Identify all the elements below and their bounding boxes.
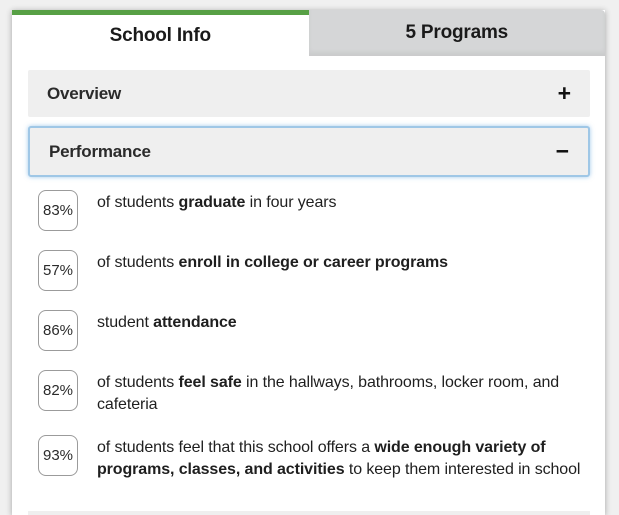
stat-text: student attendance	[97, 314, 237, 331]
collapse-icon[interactable]: −	[555, 138, 569, 164]
expand-icon[interactable]: +	[557, 80, 571, 106]
stat-row: 93% of students feel that this school off…	[38, 435, 590, 481]
tab-programs[interactable]: 5 Programs	[308, 10, 605, 56]
stat-value-badge: 82%	[38, 370, 78, 411]
accordion-header-overview[interactable]: Overview +	[28, 70, 590, 117]
next-section-peek	[28, 511, 590, 515]
accordion-label-performance: Performance	[49, 141, 151, 161]
stat-value-badge: 83%	[38, 190, 78, 231]
stat-row: 82% of students feel safe in the hallways…	[38, 370, 590, 416]
stat-row: 86% student attendance	[38, 310, 590, 351]
stat-text: of students enroll in college or career …	[97, 254, 448, 271]
stat-text: of students feel safe in the hallways, b…	[97, 374, 560, 413]
stat-value-badge: 86%	[38, 310, 78, 351]
accordion-header-performance[interactable]: Performance −	[28, 126, 590, 177]
stat-row: 57% of students enroll in college or care…	[38, 250, 590, 291]
tab-bar: School Info 5 Programs	[12, 10, 605, 56]
stat-value-badge: 93%	[38, 435, 78, 476]
stat-text: of students graduate in four years	[97, 194, 337, 211]
tab-content: Overview + Performance − 83% of students …	[12, 56, 605, 481]
performance-stats-list: 83% of students graduate in four years 57%…	[28, 177, 590, 481]
accordion-label-overview: Overview	[47, 83, 122, 103]
school-info-card: School Info 5 Programs Overview + Perfor…	[12, 10, 605, 515]
stat-row: 83% of students graduate in four years	[38, 190, 590, 231]
stat-value-badge: 57%	[38, 250, 78, 291]
tab-school-info[interactable]: School Info	[12, 10, 309, 56]
stat-text: of students feel that this school offers…	[97, 439, 581, 478]
